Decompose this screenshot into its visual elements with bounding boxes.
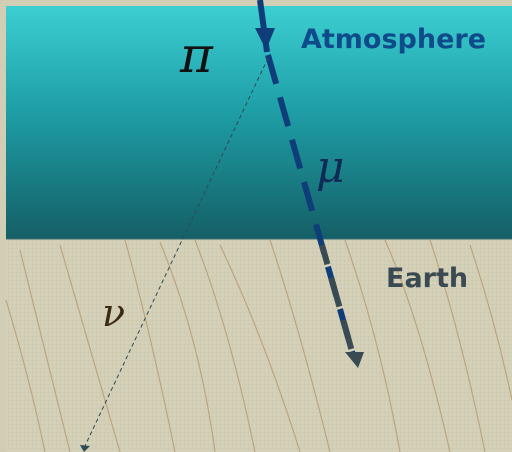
pion-symbol: π (179, 26, 214, 84)
muon-track (265, 54, 356, 356)
earth-region (6, 239, 512, 452)
earth-grain-lines (5, 239, 512, 452)
muon-arrowhead (345, 352, 364, 368)
earth-label: Earth (386, 263, 468, 294)
neutrino-arrowhead (80, 445, 90, 452)
neutrino-track (83, 57, 269, 449)
neutrino-symbol: ν (102, 291, 125, 335)
atmosphere-region (6, 6, 512, 239)
muon-track-earth-overlay (319, 244, 356, 356)
atmosphere-label: Atmosphere (301, 24, 486, 55)
pion-arrowhead (255, 28, 275, 50)
muon-symbol: μ (316, 142, 345, 193)
